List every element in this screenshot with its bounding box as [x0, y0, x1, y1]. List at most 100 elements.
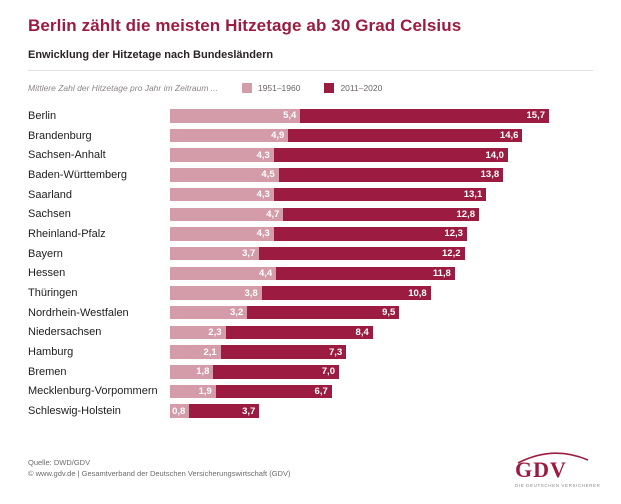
bar-value-1951-1960: 2,1 [203, 346, 217, 358]
legend-item-2011-2020: 2011–2020 [324, 83, 382, 93]
bar-1951-1960: 4,5 [170, 168, 279, 182]
bar-track: 14,0 4,3 [170, 148, 549, 162]
category-label: Rheinland-Pfalz [28, 227, 106, 240]
legend-label-1951-1960: 1951–1960 [257, 83, 301, 93]
bar-1951-1960: 0,8 [170, 404, 190, 418]
category-label: Mecklenburg-Vorpommern [28, 385, 158, 398]
chart-row: Sachsen 12,8 4,7 [28, 204, 593, 224]
bar-track: 3,7 0,8 [170, 404, 549, 418]
bar-1951-1960: 5,4 [170, 109, 301, 123]
chart-row: Schleswig-Holstein 3,7 0,8 [28, 401, 593, 421]
bar-1951-1960: 3,2 [170, 305, 248, 320]
gdv-logo-text: GDV [515, 457, 567, 482]
bar-value-2011-2020: 12,3 [444, 228, 463, 240]
bar-value-2011-2020: 3,7 [242, 405, 256, 417]
bar-value-1951-1960: 1,9 [198, 385, 212, 397]
bar-track: 11,8 4,4 [170, 266, 549, 281]
bar-value-2011-2020: 9,5 [382, 307, 396, 319]
category-label: Saarland [28, 188, 73, 201]
bar-value-1951-1960: 5,4 [283, 110, 297, 122]
bar-1951-1960: 2,3 [170, 325, 226, 340]
legend-swatch-1951-1960 [241, 83, 252, 93]
bar-1951-1960: 4,3 [170, 148, 274, 162]
bar-track: 8,4 2,3 [170, 325, 549, 340]
chart-legend: Mittlere Zahl der Hitzetage pro Jahr im … [28, 83, 593, 93]
bar-1951-1960: 4,7 [170, 207, 284, 222]
legend-swatch-2011-2020 [324, 83, 335, 93]
bar-track: 14,6 4,9 [170, 128, 549, 143]
bar-track: 6,7 1,9 [170, 384, 549, 399]
category-label: Niedersachsen [28, 326, 102, 339]
bar-value-2011-2020: 7,3 [329, 346, 343, 358]
bar-value-1951-1960: 4,7 [266, 208, 280, 220]
copyright-note: © www.gdv.de | Gesamtverband der Deutsch… [28, 469, 291, 479]
bar-value-2011-2020: 6,7 [314, 385, 328, 397]
category-label: Baden-Württemberg [28, 168, 128, 181]
bar-value-1951-1960: 2,3 [208, 326, 222, 338]
chart-row: Brandenburg 14,6 4,9 [28, 126, 593, 146]
bar-value-2011-2020: 7,0 [321, 366, 335, 378]
bar-track: 12,2 3,7 [170, 246, 549, 261]
category-label: Hamburg [28, 346, 74, 359]
bar-track: 15,7 5,4 [170, 109, 549, 123]
bar-value-1951-1960: 3,2 [230, 307, 244, 319]
category-label: Sachsen [28, 208, 71, 221]
chart-row: Rheinland-Pfalz 12,3 4,3 [28, 224, 593, 244]
chart-row: Thüringen 10,8 3,8 [28, 283, 593, 303]
bar-value-2011-2020: 15,7 [526, 110, 546, 122]
bar-value-2011-2020: 14,6 [499, 130, 519, 142]
bar-track: 12,8 4,7 [170, 207, 549, 222]
category-label: Hessen [28, 267, 66, 280]
chart-row: Hamburg 7,3 2,1 [28, 342, 593, 362]
bar-value-2011-2020: 12,2 [442, 248, 461, 260]
bar-track: 10,8 3,8 [170, 286, 549, 300]
bar-value-1951-1960: 3,8 [244, 287, 258, 299]
legend-label-2011-2020: 2011–2020 [340, 83, 383, 93]
bar-value-2011-2020: 8,4 [355, 326, 369, 338]
bar-track: 9,5 3,2 [170, 305, 549, 320]
chart-row: Nordrhein-Westfalen 9,5 3,2 [28, 303, 593, 323]
bar-1951-1960: 1,9 [170, 384, 216, 399]
legend-intro: Mittlere Zahl der Hitzetage pro Jahr im … [28, 83, 218, 93]
chart-row: Berlin 15,7 5,4 [28, 106, 593, 126]
category-label: Thüringen [28, 287, 78, 300]
chart-row: Hessen 11,8 4,4 [28, 264, 593, 284]
category-label: Schleswig-Holstein [28, 405, 121, 418]
bar-1951-1960: 4,9 [170, 128, 289, 143]
category-label: Bremen [28, 365, 67, 378]
bar-1951-1960: 3,7 [170, 246, 260, 261]
bar-track: 13,8 4,5 [170, 168, 549, 182]
bar-value-1951-1960: 0,8 [172, 405, 186, 417]
bar-value-1951-1960: 4,9 [271, 130, 285, 142]
chart-row: Bremen 7,0 1,8 [28, 362, 593, 382]
chart-row: Sachsen-Anhalt 14,0 4,3 [28, 145, 593, 165]
bar-value-2011-2020: 12,8 [456, 208, 475, 220]
page-subtitle: Enwicklung der Hitzetage nach Bundesländ… [28, 49, 593, 71]
footer: Quelle: DWD/GDV © www.gdv.de | Gesamtver… [28, 457, 290, 480]
gdv-logo-swoosh-icon [517, 452, 589, 464]
bar-value-2011-2020: 10,8 [408, 287, 427, 299]
bar-track: 12,3 4,3 [170, 227, 549, 241]
bar-value-1951-1960: 3,7 [242, 248, 256, 260]
bar-value-2011-2020: 11,8 [432, 267, 451, 279]
bar-value-1951-1960: 4,3 [256, 149, 270, 161]
bar-track: 13,1 4,3 [170, 187, 549, 202]
bar-value-1951-1960: 4,3 [256, 228, 270, 240]
category-label: Brandenburg [28, 129, 92, 142]
bar-value-1951-1960: 4,5 [261, 169, 275, 181]
chart-row: Mecklenburg-Vorpommern 6,7 1,9 [28, 382, 593, 402]
page-title: Berlin zählt die meisten Hitzetage ab 30… [28, 16, 462, 35]
bar-2011-2020: 3,7 [170, 404, 260, 418]
bar-1951-1960: 2,1 [170, 345, 221, 359]
category-label: Bayern [28, 247, 63, 260]
bar-track: 7,3 2,1 [170, 345, 549, 359]
bar-value-1951-1960: 4,3 [256, 189, 270, 201]
gdv-logo-tagline: DIE DEUTSCHEN VERSICHERER [515, 483, 601, 488]
category-label: Nordrhein-Westfalen [28, 306, 129, 319]
chart-row: Baden-Württemberg 13,8 4,5 [28, 165, 593, 185]
source-note: Quelle: DWD/GDV [28, 457, 91, 467]
bar-value-2011-2020: 14,0 [485, 149, 504, 161]
legend-item-1951-1960: 1951–1960 [241, 83, 301, 93]
bar-value-2011-2020: 13,1 [463, 189, 483, 201]
